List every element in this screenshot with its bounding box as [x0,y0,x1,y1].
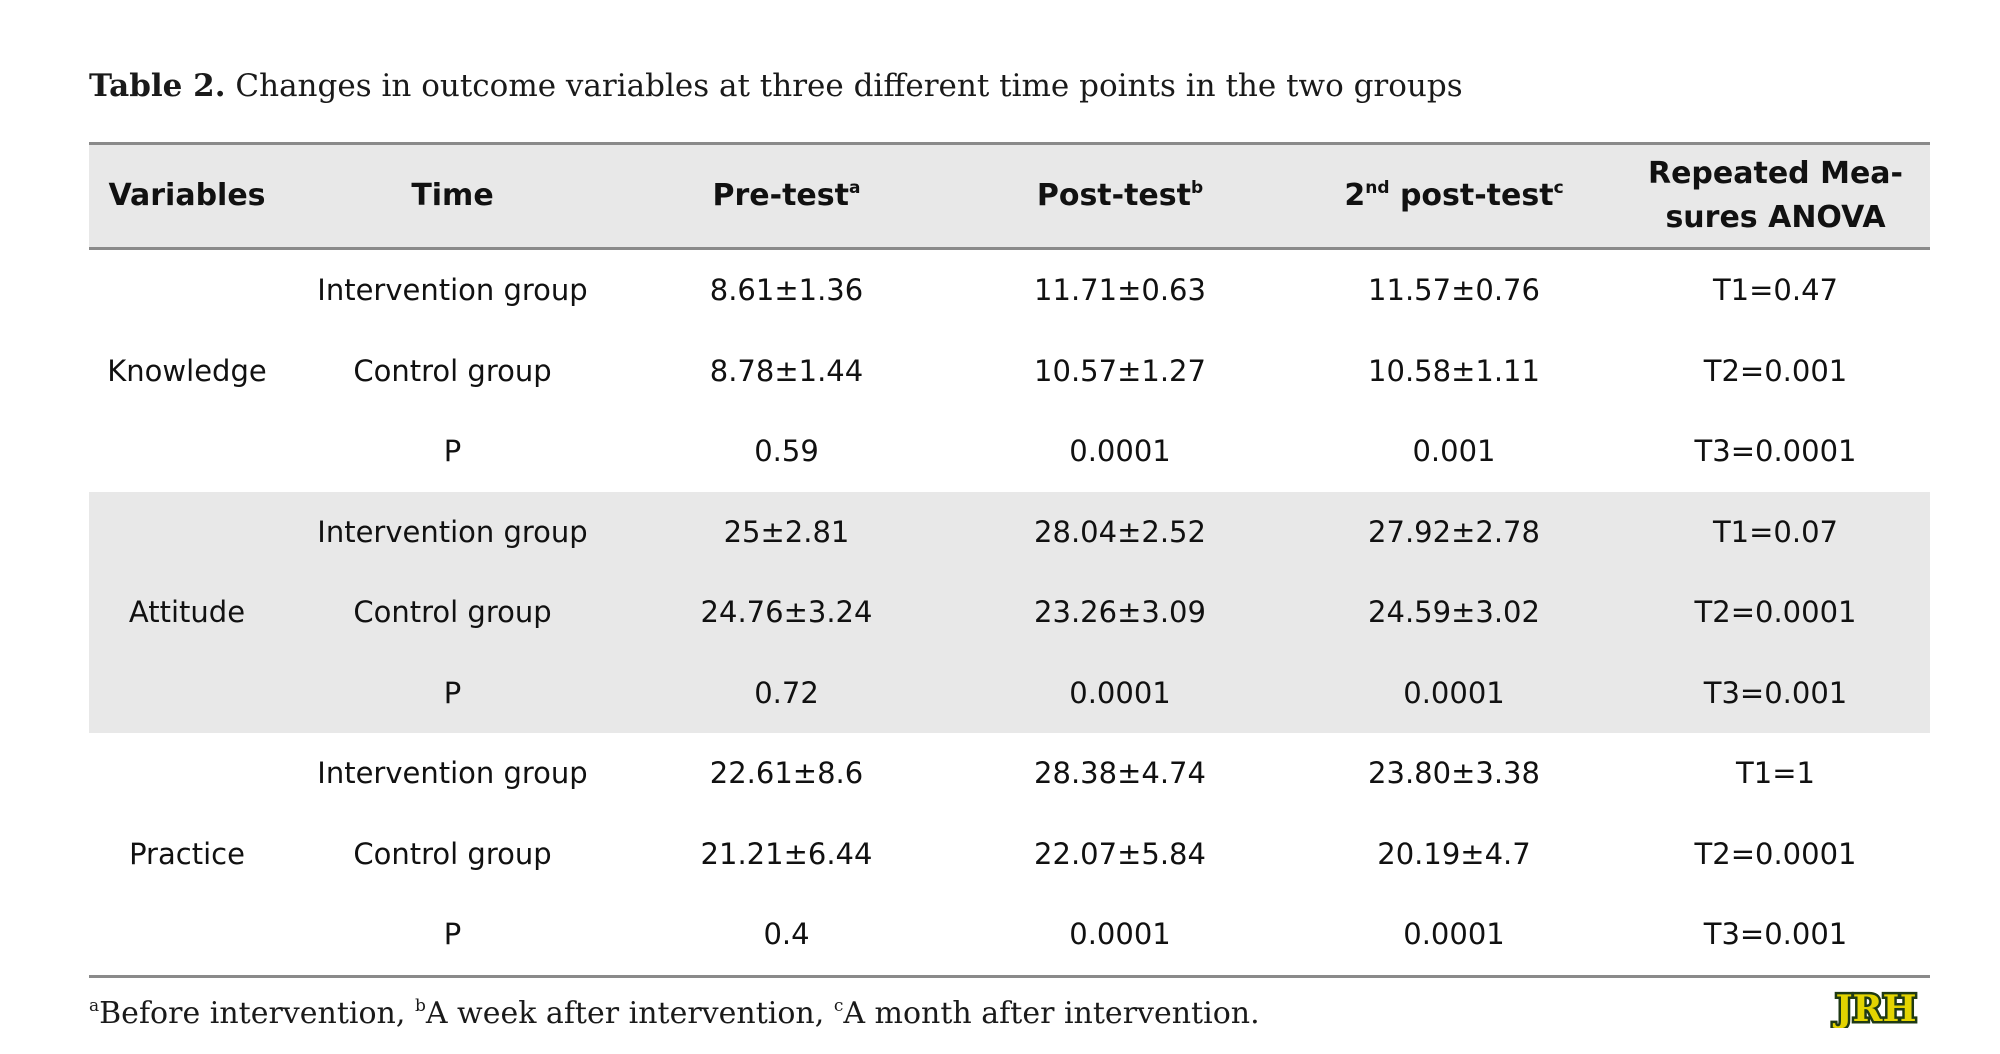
post-test-cell: 10.57±1.27 [1034,353,1206,388]
anova-cell: T1=0.07 [1621,491,1930,572]
journal-logo: JRH [1822,990,1930,1028]
journal-logo-text: JRH [1833,990,1917,1028]
header-anova-line1: Repeated Mea- [1647,156,1903,191]
variable-cell: Practice [89,733,285,978]
pre-test-cell: 0.59 [754,434,819,469]
anova-cell: T1=0.47 [1712,273,1839,308]
table-row: Control group 21.21±6.44 22.07±5.84 20.1… [89,814,1930,895]
results-table: Variables Time Pre-testa Post-testb 2nd … [89,142,1930,978]
second-post-test-cell: 0.0001 [1287,894,1621,978]
table-row: Knowledge Intervention group 8.61±1.36 1… [89,249,1930,388]
time-cell: Intervention group [285,491,620,572]
table-header-row: Variables Time Pre-testa Post-testb 2nd … [89,142,1930,250]
post-test-cell: 11.71±0.63 [1034,273,1206,308]
anova-cell: T3=0.001 [1621,894,1930,978]
header-second-post-sup: c [1553,178,1564,198]
time-cell: Intervention group [317,756,588,791]
post-test-cell: 28.38±4.74 [1034,756,1206,791]
time-cell: P [285,894,620,978]
table-row: Practice Intervention group 22.61±8.6 28… [89,733,1930,978]
variable-cell: Knowledge [107,353,267,388]
post-test-cell: 0.0001 [953,894,1287,978]
pre-test-cell: 0.4 [620,894,953,978]
time-cell: Control group [353,353,552,388]
variable-cell: Attitude [89,491,285,733]
pre-test-cell: 8.61±1.36 [709,273,864,308]
pre-test-cell: 0.72 [620,652,953,733]
footnote-b-text: A week after intervention, [425,996,834,1031]
pre-test-cell: 24.76±3.24 [620,572,953,653]
second-post-test-cell: 0.001 [1412,434,1496,469]
table-caption-label: Table 2. [89,68,226,104]
header-pre-test: Pre-testa [620,142,953,250]
post-test-cell: 28.04±2.52 [953,491,1287,572]
time-cell: P [443,434,462,469]
anova-cell: T3=0.0001 [1694,434,1857,469]
second-post-test-cell: 20.19±4.7 [1377,836,1531,871]
header-anova: Repeated Mea-sures ANOVA [1621,142,1930,250]
pre-test-cell: 8.78±1.44 [709,353,864,388]
header-time: Time [285,142,620,250]
table-row: P 0.59 0.0001 0.001 T3=0.0001 [89,411,1930,492]
time-cell: P [285,652,620,733]
second-post-test-cell: 11.57±0.76 [1368,273,1540,308]
pre-test-cell: 21.21±6.44 [700,836,873,871]
header-variables: Variables [89,142,285,250]
anova-cell: T3=0.001 [1621,652,1930,733]
header-post-test-sup: b [1190,178,1204,198]
anova-cell: T2=0.0001 [1694,836,1857,871]
results-table-container: Variables Time Pre-testa Post-testb 2nd … [89,142,1930,978]
time-cell: Control group [353,836,552,871]
post-test-cell: 0.0001 [1069,434,1171,469]
pre-test-cell: 22.61±8.6 [709,756,864,791]
table-row: Control group 24.76±3.24 23.26±3.09 24.5… [89,572,1930,653]
header-pre-test-label: Pre-test [712,178,849,213]
header-post-test-label: Post-test [1036,178,1191,213]
anova-cell: T2=0.0001 [1621,572,1930,653]
anova-cell: T1=1 [1736,756,1815,791]
header-second-post-test: 2nd post-testc [1287,142,1621,250]
time-cell: Control group [285,572,620,653]
header-pre-test-sup: a [848,178,861,198]
post-test-cell: 0.0001 [953,652,1287,733]
footnote-a-sup: a [89,996,100,1016]
header-anova-line2: sures ANOVA [1665,200,1886,235]
footnote-b-sup: b [414,996,426,1016]
second-post-test-cell: 10.58±1.11 [1368,353,1540,388]
header-second-post-nd: nd [1365,178,1390,198]
table-row: P 0.72 0.0001 0.0001 T3=0.001 [89,652,1930,733]
footnote-c-sup: c [833,996,844,1016]
second-post-test-cell: 24.59±3.02 [1287,572,1621,653]
header-second-post-suffix: post-test [1389,178,1554,213]
table-caption-text: Changes in outcome variables at three di… [235,68,1463,104]
header-second-post-prefix: 2 [1344,178,1366,213]
table-caption: Table 2. Changes in outcome variables at… [89,68,1463,104]
pre-test-cell: 25±2.81 [620,491,953,572]
footnote-c-text: A month after intervention. [843,996,1260,1031]
anova-cell: T2=0.001 [1703,353,1848,388]
table-footnote: aBefore intervention, bA week after inte… [89,996,1260,1031]
second-post-test-cell: 27.92±2.78 [1287,491,1621,572]
post-test-cell: 22.07±5.84 [1034,836,1206,871]
second-post-test-cell: 23.80±3.38 [1368,756,1540,791]
header-post-test: Post-testb [953,142,1287,250]
second-post-test-cell: 0.0001 [1287,652,1621,733]
post-test-cell: 23.26±3.09 [953,572,1287,653]
table-row: Attitude Intervention group 25±2.81 28.0… [89,491,1930,733]
time-cell: Intervention group [317,273,588,308]
table-row: Control group 8.78±1.44 10.57±1.27 10.58… [89,331,1930,412]
table-row: P 0.4 0.0001 0.0001 T3=0.001 [89,894,1930,978]
footnote-a-text: Before intervention, [99,996,415,1031]
